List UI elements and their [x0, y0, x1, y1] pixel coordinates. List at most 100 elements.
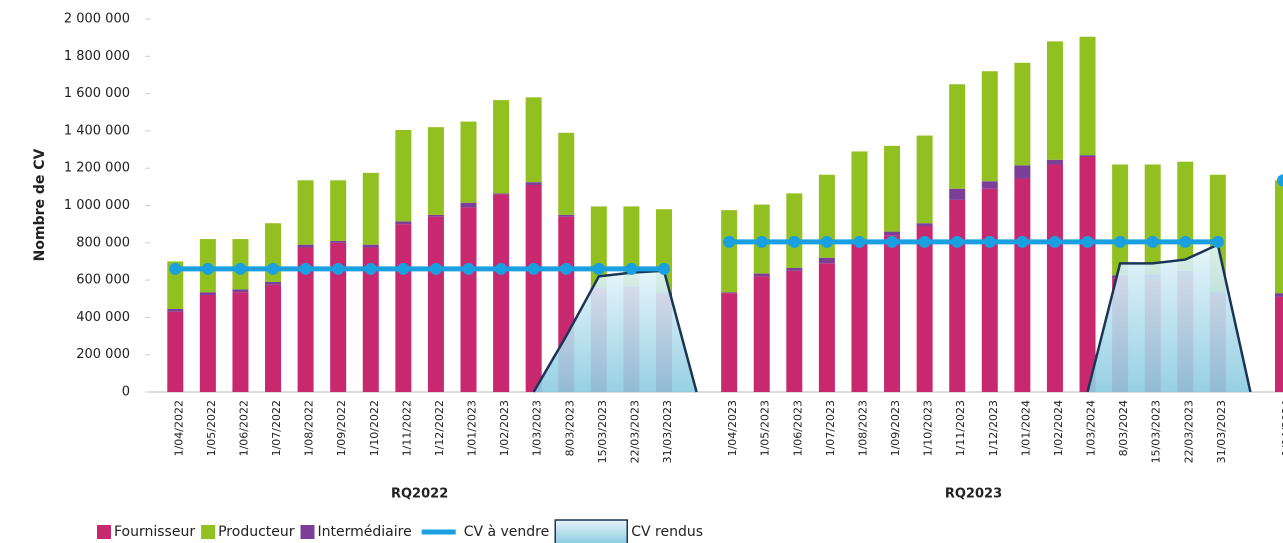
bar-segment [1046, 159, 1063, 165]
bar-segment [232, 292, 249, 392]
line-marker [886, 235, 899, 248]
legend-swatch [201, 525, 216, 539]
x-tick-label: 1/01/2023 [466, 400, 479, 456]
x-tick-label: 1/07/2023 [824, 400, 837, 456]
legend-label: CV à vendre [464, 524, 550, 540]
line-marker [1179, 235, 1192, 248]
bar-segment [916, 135, 933, 224]
line-marker [1277, 174, 1283, 187]
y-tick-label: 1 000 000 [64, 198, 130, 213]
bar-segment [786, 267, 803, 271]
bar-segment [721, 293, 738, 392]
y-tick-label: 0 [122, 385, 130, 400]
x-tick-label: 1/04/2022 [172, 400, 185, 456]
x-tick-label: 1/05/2023 [759, 400, 772, 456]
bar-segment [786, 193, 803, 268]
line-marker [397, 262, 410, 275]
line-marker [332, 262, 345, 275]
y-tick-label: 200 000 [76, 347, 130, 362]
bar-segment [330, 180, 347, 241]
x-tick-label: 1/04/2023 [726, 400, 739, 456]
x-tick-label: 1/08/2022 [303, 400, 316, 456]
x-tick-label: 1/10/2022 [368, 400, 381, 456]
line-marker [788, 235, 801, 248]
bar-segment [851, 151, 868, 241]
area-fill [533, 270, 697, 392]
legend-label: Intermédiaire [318, 524, 412, 540]
legend-item: Intermédiaire [300, 524, 412, 540]
legend-label: CV rendus [631, 524, 703, 540]
bar-segment [558, 214, 575, 217]
line-marker [625, 262, 638, 275]
bar-segment [916, 226, 933, 392]
line-marker [169, 262, 182, 275]
bar-segment [1014, 62, 1031, 166]
y-tick-label: 600 000 [76, 273, 130, 288]
bar-segment [884, 231, 901, 236]
legend-item: Producteur [201, 524, 295, 540]
bar-segment [1079, 157, 1096, 392]
line-marker [1081, 235, 1094, 248]
bar-segment [851, 242, 868, 392]
bar-segment [265, 281, 282, 285]
bar-segment [167, 311, 184, 392]
bar-segment [818, 174, 835, 258]
bar-segment [721, 292, 738, 294]
bar-segment [1275, 180, 1283, 294]
bar-segment [1112, 164, 1129, 276]
x-tick-label: 1/12/2023 [987, 400, 1000, 456]
line-marker [983, 235, 996, 248]
bar-segment [460, 202, 477, 208]
bar-segment [1079, 36, 1096, 156]
line-marker [820, 235, 833, 248]
line-marker [1146, 235, 1159, 248]
line-marker [755, 235, 768, 248]
bar-segment [818, 263, 835, 392]
x-tick-label: 31/03/2023 [661, 400, 674, 463]
bar-segment [199, 292, 216, 296]
bar-segment [949, 84, 966, 189]
legend-label: Fournisseur [114, 524, 195, 540]
bar-segment [493, 194, 510, 392]
x-tick-label: 1/11/2022 [400, 400, 413, 456]
y-tick-label: 2 000 000 [64, 12, 130, 27]
x-tick-label: 1/05/2022 [205, 400, 218, 456]
legend-item: Fournisseur [97, 524, 195, 540]
y-tick-label: 1 600 000 [64, 86, 130, 101]
bar-segment [427, 127, 444, 215]
bar-segment [362, 244, 379, 248]
bar-segment [1079, 155, 1096, 158]
bar-segment [1046, 41, 1063, 160]
group-label: RQ2022 [391, 487, 448, 502]
line-marker [1211, 235, 1224, 248]
bar-segment [265, 284, 282, 392]
bar-segment [362, 247, 379, 392]
legend-item: CV rendus [554, 519, 703, 543]
x-tick-label: 1/12/2022 [433, 400, 446, 456]
x-tick-label: 31/03/2023 [1215, 400, 1228, 463]
bar-segment [460, 121, 477, 203]
bar-segment [1275, 293, 1283, 297]
x-tick-label: 1/07/2022 [270, 400, 283, 456]
x-tick-label: 22/03/2023 [628, 400, 641, 463]
x-tick-label: 1/09/2023 [889, 400, 902, 456]
x-tick-label: 1/04/2024 [1280, 400, 1283, 456]
bar-segment [1144, 164, 1161, 275]
x-tick-label: 1/01/2024 [1019, 400, 1032, 456]
bar-segment [297, 244, 314, 248]
line-marker [527, 262, 540, 275]
line-marker [918, 235, 931, 248]
x-tick-label: 22/03/2023 [1182, 400, 1195, 463]
legend-swatch [97, 525, 111, 539]
bar-segment [884, 145, 901, 232]
line [175, 239, 1218, 272]
legend-item: CV à vendre [421, 524, 550, 540]
area-line [532, 242, 1252, 393]
bar-segment [525, 97, 542, 183]
x-tick-label: 1/08/2023 [856, 400, 869, 456]
bar-segment [297, 180, 314, 245]
x-tick-label: 1/02/2023 [498, 400, 511, 456]
bar-segment [395, 224, 412, 392]
bar-segment [753, 276, 770, 392]
